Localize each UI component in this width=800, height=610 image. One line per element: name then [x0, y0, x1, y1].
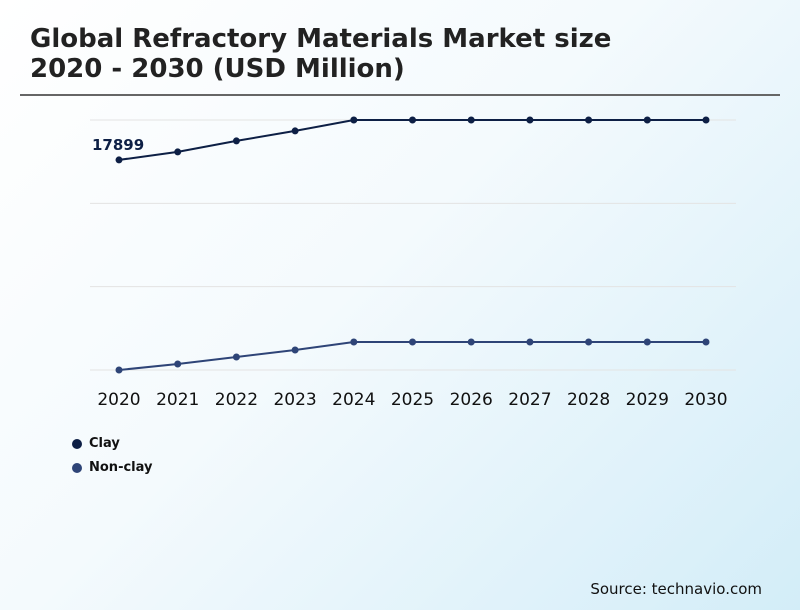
line-chart: 2020 2021 2022 2023 2024 2025 2026 2027 2028 2029…: [90, 116, 736, 410]
legend-marker-clay: [72, 438, 82, 449]
data-label: 17899: [92, 136, 144, 154]
x-tick-label: 2025: [391, 390, 434, 410]
x-tick-label: 2028: [567, 390, 610, 410]
title-line-2: 2020 - 2030 (USD Million): [30, 54, 405, 84]
x-tick-label: 2030: [684, 390, 727, 410]
data-point: [291, 346, 299, 354]
x-tick-label: 2023: [273, 390, 316, 410]
data-point: [174, 360, 182, 368]
data-point: [291, 127, 299, 135]
x-tick-label: 2020: [97, 390, 140, 410]
data-point: [350, 116, 358, 124]
data-point: [232, 353, 240, 361]
data-point: [232, 137, 240, 145]
legend-label: Clay: [89, 436, 120, 451]
data-point: [467, 338, 475, 346]
title-line-1: Global Refractory Materials Market size: [30, 24, 612, 54]
data-point: [115, 366, 123, 374]
x-tick-label: 2027: [508, 390, 551, 410]
legend-label: Non-clay: [89, 460, 153, 475]
x-tick-label: 2024: [332, 390, 375, 410]
data-point: [585, 338, 593, 346]
data-point: [702, 338, 710, 346]
data-point: [409, 338, 416, 346]
legend-item-clay: Clay: [72, 436, 120, 451]
data-point: [409, 116, 416, 124]
legend-marker-non-clay: [72, 462, 82, 473]
series-line-clay: [118, 119, 706, 161]
data-point: [643, 116, 651, 124]
chart-title: Global Refractory Materials Market size 2…: [30, 24, 611, 84]
data-point: [467, 116, 475, 124]
data-point: [702, 116, 710, 124]
data-point: [174, 148, 182, 156]
data-point: [115, 156, 123, 164]
legend-item-non-clay: Non-clay: [72, 460, 152, 475]
data-point: [526, 338, 534, 346]
data-point: [350, 338, 358, 346]
source-note: Source: technavio.com: [590, 580, 762, 598]
data-point: [643, 338, 651, 346]
x-tick-label: 2026: [450, 390, 493, 410]
data-point: [526, 116, 534, 124]
title-divider: [20, 94, 780, 96]
x-tick-label: 2022: [215, 390, 258, 410]
series-line-non-clay: [118, 340, 706, 371]
x-tick-label: 2021: [156, 390, 199, 410]
data-point: [585, 116, 593, 124]
x-tick-label: 2029: [626, 390, 669, 410]
